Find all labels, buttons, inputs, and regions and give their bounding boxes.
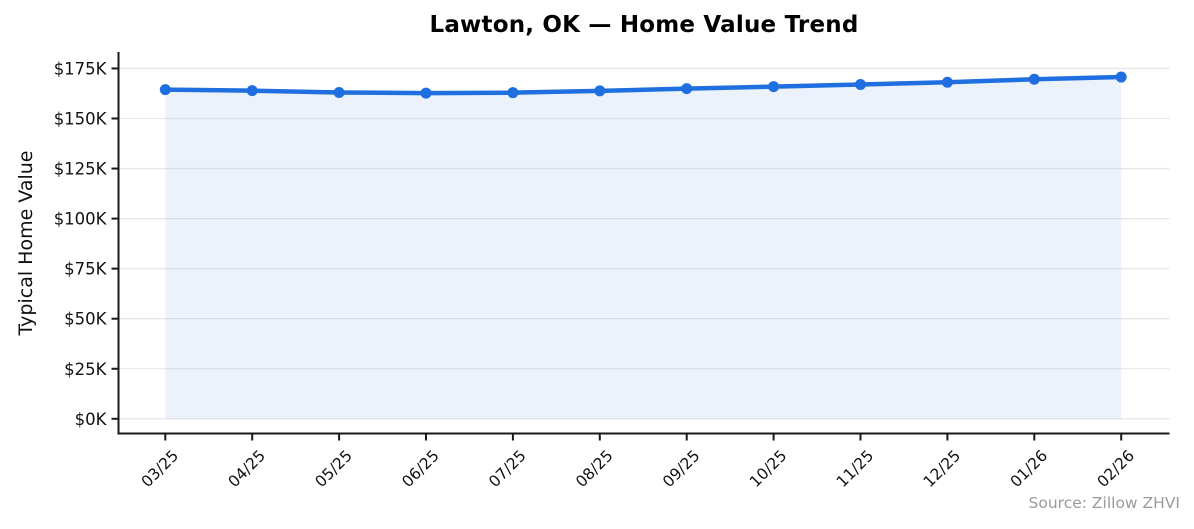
data-point-marker [681, 83, 693, 95]
x-tick-label: 02/26 [1094, 447, 1138, 491]
x-tick-label: 08/25 [572, 447, 616, 491]
data-point-marker [855, 78, 866, 90]
data-point-marker [246, 85, 258, 97]
y-tick-label: $25K [64, 360, 107, 379]
y-tick-label: $150K [54, 110, 108, 129]
y-tick-label: $100K [54, 210, 108, 229]
chart-title: Lawton, OK — Home Value Trend [429, 12, 859, 38]
x-tick-label: 01/26 [1007, 447, 1051, 491]
data-point-marker [159, 84, 171, 96]
source-caption: Source: Zillow ZHVI [1028, 494, 1180, 512]
trend-line [163, 74, 1124, 96]
x-tick-label: 05/25 [312, 447, 356, 491]
x-tick-label: 04/25 [225, 447, 269, 491]
x-tick-label: 11/25 [833, 447, 877, 491]
x-tick-label: 06/25 [399, 447, 443, 491]
data-point-marker [420, 87, 432, 99]
area-fill [165, 77, 1122, 419]
data-point-marker [1028, 73, 1040, 85]
y-tick-label: $125K [54, 160, 108, 179]
y-tick-label: $0K [75, 410, 108, 429]
y-tick-label: $175K [54, 59, 108, 78]
x-tick-label: 10/25 [746, 447, 790, 491]
x-tick-label: 07/25 [485, 447, 529, 491]
y-tick-label: $50K [64, 310, 107, 329]
x-tick-label: 12/25 [920, 447, 964, 491]
data-point-marker [768, 81, 780, 93]
data-point-marker [333, 86, 345, 98]
y-tick-label: $75K [64, 260, 107, 279]
data-point-marker [941, 76, 953, 88]
data-point-marker [507, 87, 519, 99]
x-tick-label: 09/25 [659, 447, 703, 491]
data-point-marker [1115, 71, 1127, 83]
x-tick-label: 03/25 [138, 447, 182, 491]
data-point-marker [594, 85, 606, 97]
